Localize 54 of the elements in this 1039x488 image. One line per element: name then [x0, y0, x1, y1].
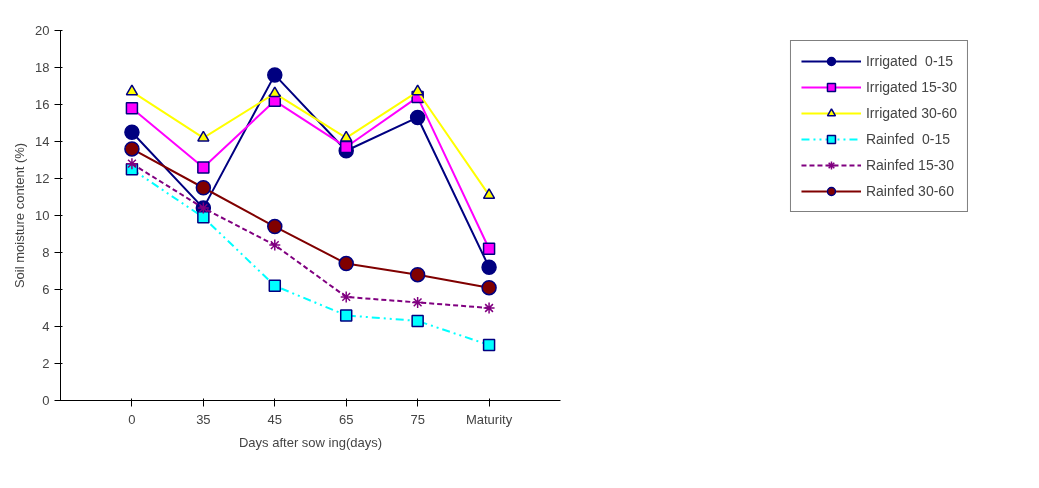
point [482, 188, 496, 200]
y-tick-label: 6 [42, 282, 50, 297]
point [268, 279, 282, 293]
point [482, 242, 496, 256]
legend-label: Irrigated 15-30 [865, 79, 958, 95]
y-tick-label: 20 [35, 23, 50, 38]
point [411, 296, 424, 309]
x-tick-label: Maturity [465, 411, 513, 427]
point [482, 301, 496, 315]
x-tick-label: 0 [128, 411, 136, 427]
point [409, 266, 426, 283]
point [197, 161, 210, 174]
point [197, 130, 210, 142]
x-tick-label: 45 [267, 411, 283, 427]
y-tick-label: 16 [35, 97, 50, 112]
y-tick-label: 0 [42, 393, 50, 408]
point [339, 290, 353, 304]
y-tick-label: 8 [42, 245, 50, 260]
point [124, 124, 140, 140]
point [125, 101, 139, 115]
point [481, 259, 497, 276]
point [195, 180, 212, 196]
y-tick-label: 10 [35, 208, 50, 223]
point [339, 130, 353, 142]
y-axis-title: Soil moisture content (%) [12, 142, 28, 289]
point [482, 338, 496, 352]
x-tick-label: 65 [338, 411, 354, 427]
x-axis-title: Days after sow ing(days) [238, 434, 383, 450]
point [197, 211, 210, 224]
point [267, 67, 283, 83]
point [267, 218, 283, 235]
point [125, 84, 139, 96]
x-tick-label: 35 [196, 411, 211, 427]
point [411, 84, 424, 96]
y-tick-label: 4 [42, 319, 50, 334]
legend-label: Rainfed 0-15 [865, 131, 951, 147]
point [411, 314, 424, 328]
legend-label: Irrigated 30-60 [865, 105, 958, 121]
point [124, 141, 140, 157]
legend-label: Irrigated 0-15 [865, 53, 954, 69]
legend-label: Rainfed 15-30 [865, 157, 954, 173]
point [409, 109, 426, 126]
point [268, 86, 282, 98]
y-tick-label: 18 [35, 60, 50, 75]
point [338, 255, 354, 272]
point [268, 238, 282, 252]
legend-label: Rainfed 30-60 [865, 183, 954, 199]
y-tick-label: 12 [35, 171, 50, 186]
point [339, 309, 353, 322]
y-tick-label: 14 [35, 134, 50, 149]
x-tick-label: 75 [410, 411, 425, 427]
y-tick-label: 2 [42, 356, 50, 371]
point [481, 279, 497, 296]
point [125, 157, 139, 170]
